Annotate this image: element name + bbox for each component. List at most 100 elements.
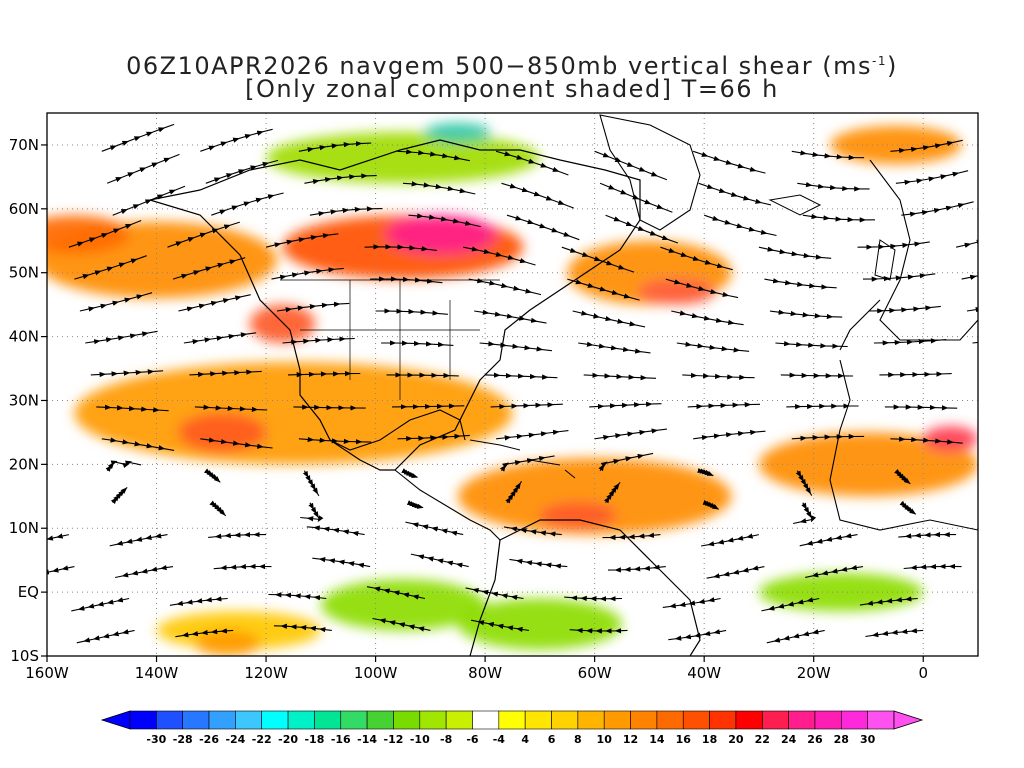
streamline-44 <box>505 481 522 504</box>
streamline-126 <box>660 246 733 271</box>
streamline-54 <box>499 455 555 472</box>
colorbar-swatch-15 <box>524 710 552 730</box>
streamline-3 <box>273 623 332 633</box>
colorbar-swatch-0 <box>129 710 157 730</box>
colorbar-arrow-right <box>893 710 924 730</box>
colorbar-swatch-12 <box>445 710 473 730</box>
streamline-21 <box>114 564 174 579</box>
colorbar-label: 6 <box>548 733 556 746</box>
streamline-52 <box>302 470 320 497</box>
streamline-73 <box>391 403 465 410</box>
streamline-87 <box>780 372 854 379</box>
streamline-98 <box>873 338 947 346</box>
colorbar-swatch-6 <box>287 710 315 730</box>
streamline-75 <box>589 401 662 410</box>
streamline-138 <box>901 201 974 217</box>
shear-region-16 <box>266 132 540 184</box>
streamline-130 <box>112 185 186 216</box>
streamline-104 <box>474 309 547 324</box>
colorbar-swatch-9 <box>366 710 394 730</box>
colorbar-label: 24 <box>781 733 797 746</box>
streamline-42 <box>300 502 324 523</box>
shear-region-17 <box>424 122 491 142</box>
colorbar-swatch-26 <box>814 710 842 730</box>
streamline-4 <box>372 617 431 632</box>
streamline-36 <box>602 532 661 541</box>
streamline-159 <box>989 128 1024 152</box>
streamline-53 <box>401 468 419 478</box>
streamline-17 <box>662 597 721 609</box>
lon-label: 120W <box>244 664 288 682</box>
streamline-59 <box>994 463 1024 471</box>
colorbar-label: -18 <box>304 733 324 746</box>
streamline-80 <box>90 369 164 378</box>
streamline-68 <box>890 436 963 445</box>
colorbar-label: -22 <box>252 733 272 746</box>
lon-label: 40W <box>687 664 721 682</box>
colorbar-arrow-left <box>100 710 131 730</box>
streamline-142 <box>304 173 377 185</box>
streamline-79 <box>984 407 1024 410</box>
streamline-11 <box>71 597 130 612</box>
streamline-118 <box>862 273 936 282</box>
streamline-103 <box>375 308 448 316</box>
streamline-123 <box>364 244 437 252</box>
streamline-30 <box>47 533 70 547</box>
europe-coastline <box>839 159 978 351</box>
colorbar-label: 12 <box>623 733 638 746</box>
streamline-140 <box>106 153 180 184</box>
streamline-72 <box>293 404 366 411</box>
colorbar-label: -24 <box>225 733 245 746</box>
lat-label: 40N <box>9 328 39 346</box>
streamline-9 <box>865 628 924 638</box>
streamline-119 <box>961 262 978 280</box>
shear-region-15 <box>194 630 261 656</box>
streamline-157 <box>791 150 865 161</box>
streamline-41 <box>209 500 227 517</box>
lat-label: 30N <box>9 391 39 409</box>
streamline-97 <box>775 341 848 349</box>
streamline-152 <box>298 141 372 153</box>
colorbar-label: 10 <box>597 733 613 746</box>
streamline-77 <box>786 403 859 410</box>
streamline-43 <box>406 500 424 509</box>
lat-label: 60N <box>9 200 39 218</box>
colorbar-swatch-20 <box>656 710 684 730</box>
streamline-82 <box>287 371 361 378</box>
streamline-96 <box>676 341 750 353</box>
streamline-116 <box>665 278 739 299</box>
streamline-55 <box>598 452 654 472</box>
streamline-46 <box>702 499 720 510</box>
colorbar-swatch-27 <box>841 710 868 730</box>
colorbar-swatch-2 <box>182 710 210 730</box>
lon-label: 20W <box>797 664 831 682</box>
central-america-coast <box>394 469 501 541</box>
streamline-91 <box>183 332 257 345</box>
streamline-110 <box>74 255 147 280</box>
streamline-106 <box>671 310 744 326</box>
streamline-148 <box>895 170 969 186</box>
streamline-74 <box>490 402 563 410</box>
streamline-18 <box>761 597 820 612</box>
streamline-143 <box>402 181 476 195</box>
streamline-139 <box>1000 189 1024 215</box>
colorbar-swatch-4 <box>235 710 263 730</box>
lat-label: 70N <box>9 136 39 154</box>
streamline-99 <box>972 341 978 344</box>
shear-region-1 <box>47 215 130 254</box>
streamline-28 <box>805 564 864 578</box>
colorbar-label: -14 <box>357 733 377 746</box>
colorbar-swatch-16 <box>551 710 579 730</box>
lat-label: 10N <box>9 519 39 537</box>
streamline-89 <box>977 374 978 375</box>
colorbar-label: -4 <box>493 733 506 746</box>
colorbar-label: -8 <box>440 733 452 746</box>
colorbar-swatch-17 <box>577 710 605 730</box>
colorbar-swatch-25 <box>788 710 816 730</box>
colorbar-label: -30 <box>146 733 166 746</box>
streamline-92 <box>282 336 355 345</box>
streamline-49 <box>1000 486 1015 503</box>
streamline-47 <box>792 502 817 525</box>
streamline-78 <box>884 404 958 411</box>
colorbar-swatch-5 <box>261 710 289 730</box>
